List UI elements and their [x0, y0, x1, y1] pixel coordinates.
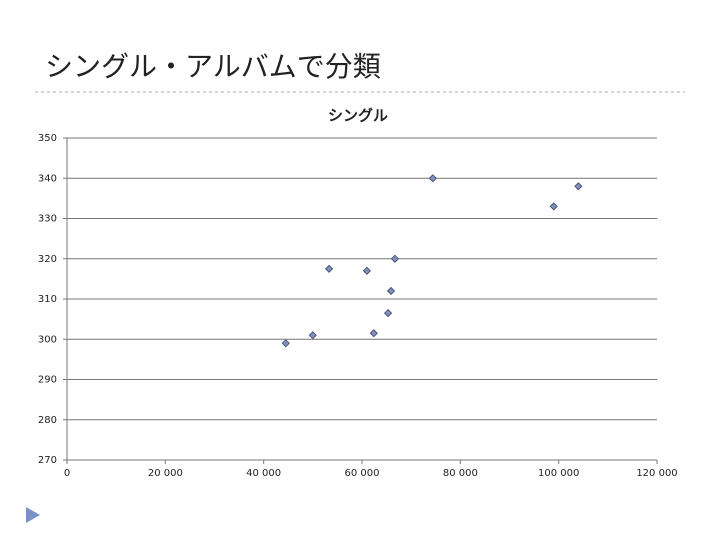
y-tick-label: 340	[38, 173, 57, 184]
y-tick-label: 270	[38, 455, 57, 466]
x-tick-label: 0	[64, 468, 70, 479]
x-tick-label: 100 000	[538, 468, 579, 479]
point	[574, 182, 583, 191]
point	[390, 254, 400, 263]
slide-title: シングル・アルバムで分類	[45, 50, 381, 83]
y-tick-label: 320	[38, 254, 57, 265]
x-tick-label: 80 000	[443, 468, 478, 479]
x-tick-label: 20 000	[148, 468, 183, 479]
y-tick-label: 280	[38, 415, 57, 426]
y-tick-label: 290	[38, 375, 57, 386]
nav-arrow	[26, 507, 40, 523]
chart-title: シングル	[328, 107, 388, 125]
point	[386, 286, 396, 296]
point	[324, 264, 334, 273]
x-tick-label: 120 000	[636, 468, 677, 479]
point	[281, 339, 290, 348]
y-tick-label: 330	[38, 214, 57, 225]
point	[428, 174, 437, 183]
y-tick-label: 300	[38, 334, 57, 345]
x-tick-label: 60 000	[345, 468, 380, 479]
point	[308, 331, 317, 340]
x-tick-label: 40 000	[246, 468, 281, 479]
point	[369, 329, 378, 338]
point	[383, 309, 393, 318]
y-tick-label: 310	[38, 294, 57, 305]
point	[362, 266, 371, 275]
point	[549, 202, 558, 211]
y-tick-label: 350	[38, 133, 57, 144]
